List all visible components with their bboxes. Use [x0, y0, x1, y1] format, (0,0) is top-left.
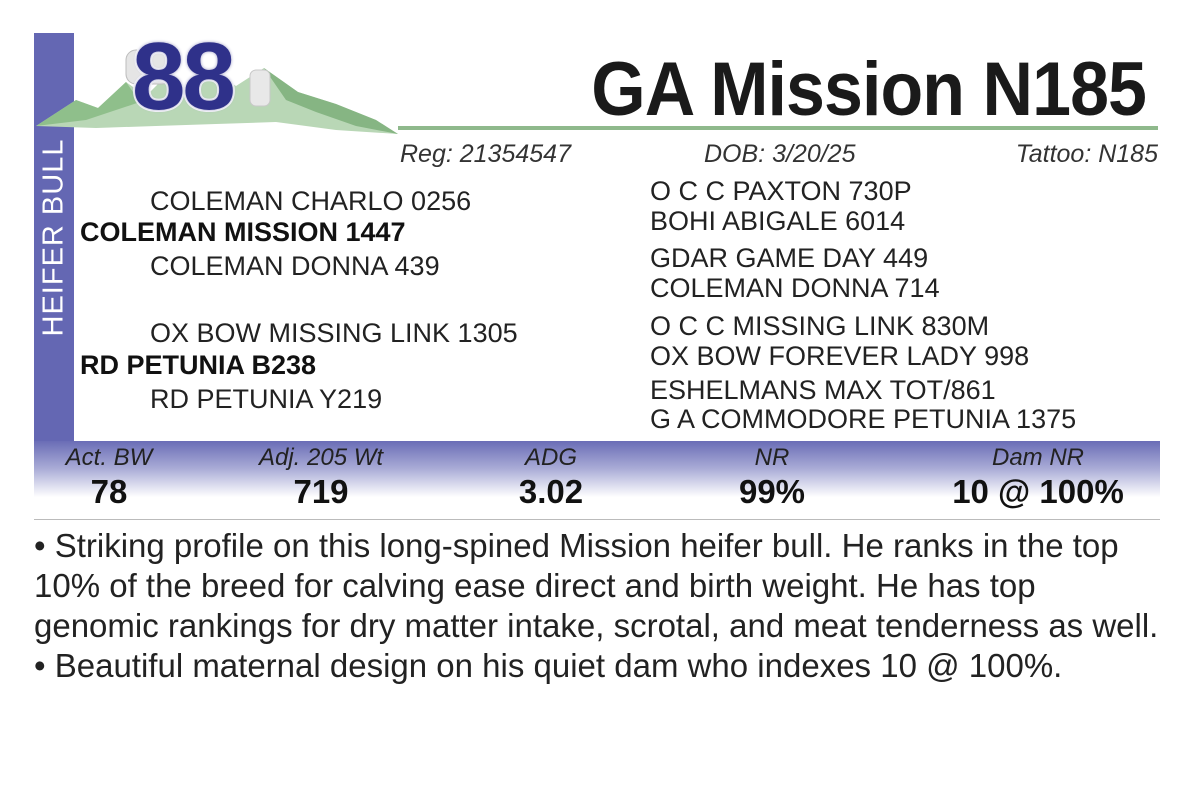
dam-sire: OX BOW MISSING LINK 1305 — [150, 318, 518, 348]
ancestor-2: BOHI ABIGALE 6014 — [650, 206, 906, 236]
stat-value: 10 @ 100% — [952, 473, 1124, 510]
ancestor-8: G A COMMODORE PETUNIA 1375 — [650, 404, 1077, 434]
ancestor-7: ESHELMANS MAX TOT/861 — [650, 375, 996, 405]
stat-adj-205-wt: Adj. 205 Wt 719 — [221, 444, 421, 511]
ancestor-4: COLEMAN DONNA 714 — [650, 273, 940, 303]
animal-name: GA Mission N185 — [591, 47, 1147, 132]
stat-value: 78 — [90, 473, 128, 510]
stat-label: Dam NR — [991, 444, 1084, 471]
lot-number: 88 — [130, 21, 238, 132]
stat-nr: NR 99% — [672, 444, 872, 511]
title-divider — [398, 126, 1158, 130]
stat-dam-nr: Dam NR 10 @ 100% — [938, 444, 1138, 511]
stat-act-bw: Act. BW 78 — [9, 444, 209, 511]
dam: RD PETUNIA B238 — [80, 350, 317, 380]
stat-label: Act. BW — [65, 444, 153, 471]
sire: COLEMAN MISSION 1447 — [80, 217, 406, 247]
sire-dam: COLEMAN DONNA 439 — [150, 251, 440, 281]
stat-value: 719 — [293, 473, 349, 510]
tattoo: Tattoo: N185 — [1015, 140, 1158, 168]
stat-label: ADG — [524, 444, 577, 471]
description: • Striking profile on this long-spined M… — [34, 526, 1164, 686]
ancestor-6: OX BOW FOREVER LADY 998 — [650, 341, 1030, 371]
side-label: HEIFER BULL — [37, 138, 70, 336]
mountain-logo-icon — [36, 49, 398, 134]
sire-sire: COLEMAN CHARLO 0256 — [150, 186, 472, 216]
stat-label: NR — [754, 444, 790, 471]
stat-label: Adj. 205 Wt — [258, 444, 384, 471]
stat-value: 99% — [738, 473, 806, 510]
registration-number: Reg: 21354547 — [400, 140, 571, 168]
description-bullet: • Striking profile on this long-spined M… — [34, 527, 1159, 644]
side-band — [34, 33, 74, 441]
description-bullet: • Beautiful maternal design on his quiet… — [34, 647, 1063, 684]
stat-adg: ADG 3.02 — [451, 444, 651, 511]
ancestor-3: GDAR GAME DAY 449 — [650, 243, 929, 273]
stat-value: 3.02 — [518, 473, 584, 510]
ancestor-5: O C C MISSING LINK 830M — [650, 311, 990, 341]
date-of-birth: DOB: 3/20/25 — [704, 140, 856, 168]
dam-dam: RD PETUNIA Y219 — [150, 384, 383, 414]
ancestor-1: O C C PAXTON 730P — [650, 176, 912, 206]
stats-band — [34, 441, 1160, 520]
